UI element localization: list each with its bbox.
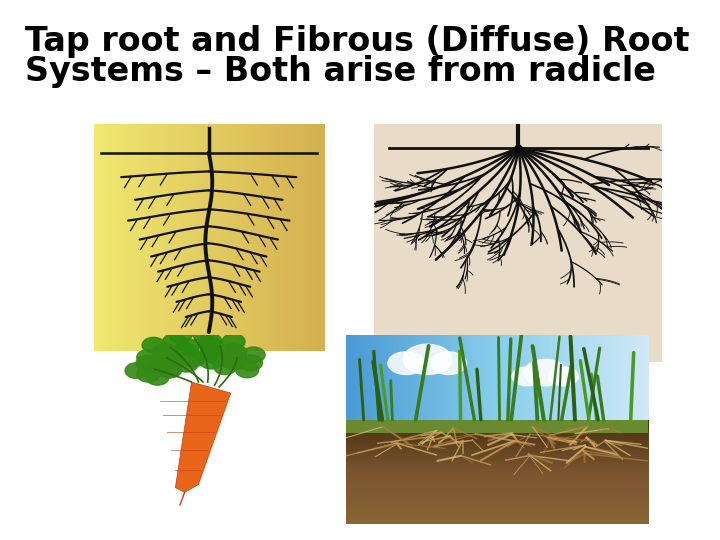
Bar	[346, 420, 648, 433]
Circle shape	[242, 347, 265, 363]
Text: Systems – Both arise from radicle: Systems – Both arise from radicle	[25, 55, 656, 88]
Circle shape	[224, 345, 247, 360]
Circle shape	[166, 350, 189, 366]
Circle shape	[175, 356, 198, 372]
Circle shape	[169, 327, 192, 343]
Circle shape	[223, 354, 246, 370]
Circle shape	[181, 352, 204, 367]
Circle shape	[137, 366, 160, 382]
Circle shape	[512, 367, 542, 386]
Circle shape	[148, 359, 171, 375]
Circle shape	[146, 369, 169, 385]
Circle shape	[204, 348, 227, 363]
Circle shape	[136, 355, 159, 372]
Circle shape	[199, 333, 222, 349]
Circle shape	[153, 347, 176, 363]
Circle shape	[217, 352, 240, 368]
Circle shape	[199, 338, 222, 353]
Circle shape	[431, 352, 467, 375]
Circle shape	[142, 338, 165, 353]
Circle shape	[163, 333, 186, 349]
Circle shape	[192, 326, 215, 341]
Text: Tap root and Fibrous (Diffuse) Root: Tap root and Fibrous (Diffuse) Root	[25, 25, 690, 58]
Circle shape	[199, 353, 222, 369]
Circle shape	[235, 362, 258, 378]
Circle shape	[161, 355, 184, 371]
Circle shape	[240, 355, 263, 371]
Circle shape	[158, 362, 181, 378]
Circle shape	[222, 334, 245, 349]
Circle shape	[220, 344, 243, 360]
Circle shape	[174, 343, 197, 359]
Polygon shape	[176, 382, 230, 492]
Circle shape	[200, 344, 223, 360]
Circle shape	[149, 356, 172, 372]
Circle shape	[388, 352, 424, 375]
Circle shape	[157, 362, 180, 378]
Circle shape	[125, 363, 148, 379]
Circle shape	[548, 367, 578, 386]
Circle shape	[180, 349, 203, 365]
Circle shape	[137, 349, 160, 366]
Circle shape	[403, 345, 451, 375]
Circle shape	[153, 344, 176, 360]
Circle shape	[176, 339, 199, 355]
Circle shape	[214, 359, 237, 375]
Circle shape	[524, 360, 567, 386]
